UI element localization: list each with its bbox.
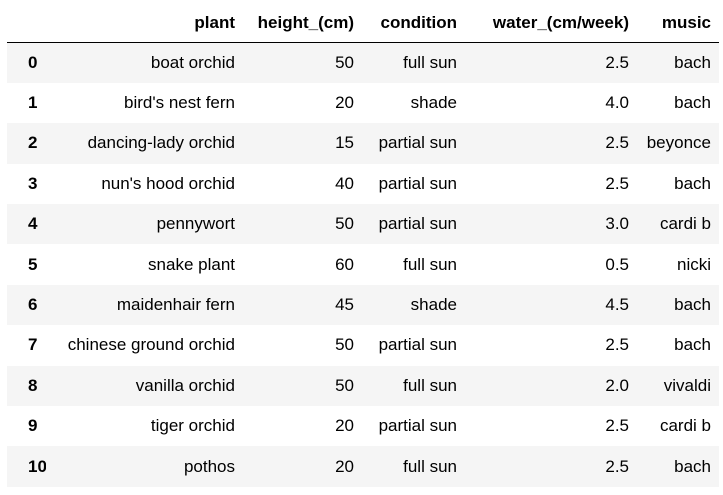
table-row: 4 pennywort 50 partial sun 3.0 cardi b <box>7 204 719 245</box>
cell-music: nicki <box>676 254 711 274</box>
cell-plant: boat orchid <box>150 52 235 72</box>
cell-water: 3.0 <box>605 214 629 234</box>
column-header-height: height_(cm) <box>243 3 362 43</box>
cell-height: 50 <box>335 52 354 72</box>
cell-water: 4.5 <box>605 295 629 315</box>
table-body: 0 boat orchid 50 full sun 2.5 bach 1 bird's nes… <box>7 42 719 487</box>
cell-condition: full sun <box>403 375 457 395</box>
cell-water: 2.5 <box>605 173 629 193</box>
cell-music: cardi b <box>659 214 711 234</box>
table-row: 1 bird's nest fern 20 shade 4.0 bach <box>7 83 719 123</box>
cell-condition: shade <box>410 93 457 113</box>
cell-condition: full sun <box>403 52 457 72</box>
cell-height: 50 <box>335 214 354 234</box>
cell-condition: partial sun <box>378 173 457 193</box>
header-row: plant height_(cm) condition water_(cm/we… <box>7 3 719 43</box>
column-header-plant: plant <box>46 3 243 43</box>
dataframe-table: plant height_(cm) condition water_(cm/we… <box>7 3 719 487</box>
column-header-water: water_(cm/week) <box>465 3 637 43</box>
cell-condition: partial sun <box>378 416 457 436</box>
column-header-music: music <box>637 3 719 43</box>
row-index: 6 <box>28 295 38 315</box>
cell-plant: vanilla orchid <box>135 375 235 395</box>
row-index: 9 <box>28 416 38 436</box>
table-row: 7 chinese ground orchid 50 partial sun 2.5 ba… <box>7 325 719 365</box>
cell-condition: shade <box>410 295 457 315</box>
row-index: 2 <box>28 133 38 153</box>
table-row: 10 pothos 20 full sun 2.5 bach <box>7 446 719 487</box>
row-index: 0 <box>28 52 38 72</box>
cell-condition: full sun <box>403 456 457 476</box>
cell-plant: pothos <box>183 456 235 476</box>
cell-plant: snake plant <box>148 254 235 274</box>
cell-height: 15 <box>335 133 354 153</box>
cell-height: 20 <box>335 416 354 436</box>
cell-water: 2.0 <box>605 375 629 395</box>
table-row: 8 vanilla orchid 50 full sun 2.0 vivaldi <box>7 365 719 407</box>
cell-height: 40 <box>335 173 354 193</box>
cell-music: bach <box>674 173 711 193</box>
cell-plant: nun's hood orchid <box>101 173 235 193</box>
row-index: 8 <box>28 375 38 395</box>
cell-music: bach <box>674 93 711 113</box>
cell-plant: tiger orchid <box>150 416 235 436</box>
column-header-condition: condition <box>362 3 465 43</box>
cell-music: cardi b <box>659 416 711 436</box>
row-index: 7 <box>28 335 38 355</box>
cell-plant: pennywort <box>156 214 235 234</box>
cell-plant: bird's nest fern <box>124 93 235 113</box>
table-row: 9 tiger orchid 20 partial sun 2.5 cardi b <box>7 406 719 446</box>
cell-water: 2.5 <box>605 133 629 153</box>
cell-plant: maidenhair fern <box>116 295 235 315</box>
table-row: 6 maidenhair fern 45 shade 4.5 bach <box>7 284 719 326</box>
table-row: 5 snake plant 60 full sun 0.5 nicki <box>7 244 719 284</box>
cell-music: bach <box>674 456 711 476</box>
cell-plant: dancing-lady orchid <box>87 133 235 153</box>
cell-water: 4.0 <box>605 93 629 113</box>
table-row: 3 nun's hood orchid 40 partial sun 2.5 bach <box>7 164 719 204</box>
cell-height: 60 <box>335 254 354 274</box>
table-row: 0 boat orchid 50 full sun 2.5 bach <box>7 42 719 83</box>
row-index: 5 <box>28 254 38 274</box>
cell-music: bach <box>674 295 711 315</box>
index-header <box>7 3 46 43</box>
cell-water: 0.5 <box>605 254 629 274</box>
row-index: 4 <box>28 214 38 234</box>
cell-water: 2.5 <box>605 416 629 436</box>
cell-water: 2.5 <box>605 52 629 72</box>
cell-condition: full sun <box>403 254 457 274</box>
cell-condition: partial sun <box>378 133 457 153</box>
cell-height: 45 <box>335 295 354 315</box>
cell-water: 2.5 <box>605 335 629 355</box>
row-index: 1 <box>28 93 38 113</box>
cell-music: bach <box>674 52 711 72</box>
row-index: 3 <box>28 173 38 193</box>
cell-height: 50 <box>335 335 354 355</box>
row-index: 10 <box>28 456 46 476</box>
cell-condition: partial sun <box>378 214 457 234</box>
cell-condition: partial sun <box>378 335 457 355</box>
cell-music: bach <box>674 335 711 355</box>
cell-music: vivaldi <box>663 375 711 395</box>
cell-height: 20 <box>335 456 354 476</box>
cell-water: 2.5 <box>605 456 629 476</box>
cell-height: 20 <box>335 93 354 113</box>
cell-plant: chinese ground orchid <box>67 335 235 355</box>
table-row: 2 dancing-lady orchid 15 partial sun 2.5 beyo… <box>7 123 719 164</box>
cell-music: beyonce <box>646 133 711 153</box>
cell-height: 50 <box>335 375 354 395</box>
table-header: plant height_(cm) condition water_(cm/we… <box>7 3 719 43</box>
